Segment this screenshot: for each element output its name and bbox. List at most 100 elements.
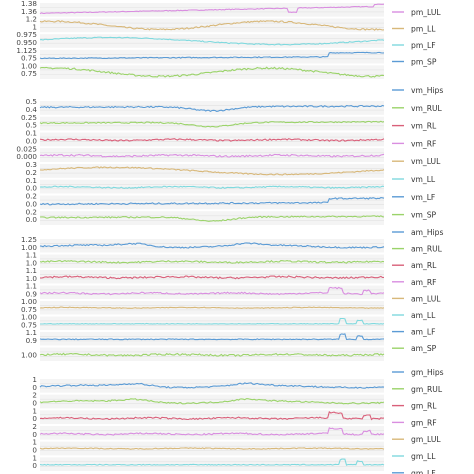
tick-label: 1 [32, 453, 37, 462]
tick-label: 0.0 [26, 215, 38, 224]
tick-label: 1 [32, 438, 37, 447]
subplot-background [40, 254, 384, 268]
legend-entry: am_Hips [392, 228, 443, 237]
subplot-row: 1.381.36 [21, 0, 385, 17]
panel-4: 102010201010gm_Hipsgm_RULgm_RLgm_RFgm_LU… [32, 368, 443, 474]
tick-label: 0.0 [26, 184, 38, 193]
subplot-row: 1.11.0 [26, 251, 385, 268]
legend-label: vm_RUL [411, 104, 443, 113]
tick-label: 0.4 [26, 105, 38, 114]
tick-label: 0.025 [16, 144, 37, 153]
tick-label: 0.0 [26, 136, 38, 145]
legend-label: pm_SP [411, 58, 437, 67]
subplot-background [40, 101, 384, 115]
subplot-background [40, 426, 384, 440]
series-line [39, 66, 385, 78]
subplot-row: 0.10.0 [26, 176, 385, 194]
legend-entry: am_LL [392, 311, 436, 320]
legend-label: vm_RF [411, 139, 436, 148]
legend-entry: vm_LL [392, 175, 436, 184]
legend-entry: gm_LL [392, 452, 436, 461]
subplot-row: 1.11.0 [26, 266, 385, 284]
legend-entry: vm_LUL [392, 157, 441, 166]
legend-label: am_RUL [411, 245, 443, 254]
series-line [39, 120, 385, 128]
series-line [39, 20, 385, 31]
legend-entry: am_RUL [392, 245, 443, 254]
legend-label: gm_RL [411, 402, 437, 411]
series-line [39, 36, 385, 46]
tick-label: 0.1 [26, 176, 37, 185]
legend-entry: vm_SP [392, 211, 437, 220]
legend-label: vm_LL [411, 175, 436, 184]
tick-label: 0.75 [21, 305, 37, 314]
tick-label: 1 [32, 22, 37, 31]
series-line [39, 382, 385, 389]
subplot-row: 0.50.4 [26, 97, 385, 115]
series-line [39, 104, 385, 113]
subplot-row: 10 [32, 438, 385, 456]
subplot-background [40, 195, 384, 210]
series-line [39, 333, 385, 341]
tick-label: 0.2 [26, 168, 37, 177]
series-line [39, 275, 385, 280]
legend-entry: gm_LF [392, 469, 436, 474]
series-line [39, 197, 385, 206]
tick-label: 1.1 [26, 282, 37, 291]
tick-label: 0 [32, 383, 37, 392]
subplot-background [40, 34, 384, 48]
subplot-row: 1.251.00 [21, 235, 385, 253]
tick-label: 1.0 [26, 258, 38, 267]
tick-label: 0.9 [26, 336, 38, 345]
subplot-row: 1.00 [21, 347, 385, 361]
tick-label: 0.000 [16, 152, 37, 161]
series-line [39, 153, 385, 158]
tick-label: 0 [32, 461, 37, 470]
legend-entry: gm_LUL [392, 435, 441, 444]
legend-label: am_LF [411, 328, 435, 337]
subplot-background [40, 410, 384, 424]
legend-label: pm_LF [411, 41, 436, 50]
subplot-background [40, 116, 384, 131]
legend-entry: gm_RF [392, 418, 437, 427]
tick-label: 0 [32, 446, 37, 455]
series-line [39, 3, 385, 15]
subplot-row: 0.10.0 [26, 129, 385, 147]
tick-label: 1.38 [21, 0, 37, 8]
legend-entry: vm_RF [392, 139, 436, 148]
subplot-row: 20 [32, 391, 385, 409]
legend-label: am_LL [411, 311, 436, 320]
legend-label: am_RL [411, 261, 437, 270]
subplot-background [40, 285, 384, 299]
series-line [39, 410, 385, 421]
legend: vm_Hips vm_RUL vm_RL vm_RF vm_LUL vm_LL vm_LFv… [392, 86, 443, 220]
legend-label: pm_LUL [411, 8, 441, 17]
tick-label: 0.1 [26, 129, 37, 138]
series-line [39, 306, 385, 309]
tick-label: 0.2 [26, 192, 37, 201]
tick-label: 1.00 [21, 350, 37, 359]
tick-label: 0.950 [16, 38, 37, 47]
series-line [39, 259, 385, 264]
subplot-row: 1.000.75 [21, 313, 385, 330]
subplot-background [40, 49, 384, 64]
series-line [39, 51, 385, 60]
series-line [39, 458, 385, 466]
legend-label: am_LUL [411, 294, 441, 303]
tick-label: 1 [32, 375, 37, 384]
subplot-row: 0.20.0 [26, 192, 385, 210]
tick-label: 1.2 [26, 15, 37, 24]
legend-entry: am_RL [392, 261, 437, 270]
series-line [40, 317, 385, 325]
legend: am_Hips am_RUL am_RL am_RF am_LUL am_LL am_LFa… [392, 228, 443, 353]
series-line [39, 447, 385, 450]
legend-label: vm_LUL [411, 157, 441, 166]
legend-entry: am_LUL [392, 294, 441, 303]
legend-label: gm_RUL [411, 385, 443, 394]
subplot-row: 1.10.9 [26, 282, 385, 299]
tick-label: 1.1 [26, 266, 37, 275]
legend-entry: vm_LF [392, 193, 435, 202]
legend-label: vm_SP [411, 211, 437, 220]
